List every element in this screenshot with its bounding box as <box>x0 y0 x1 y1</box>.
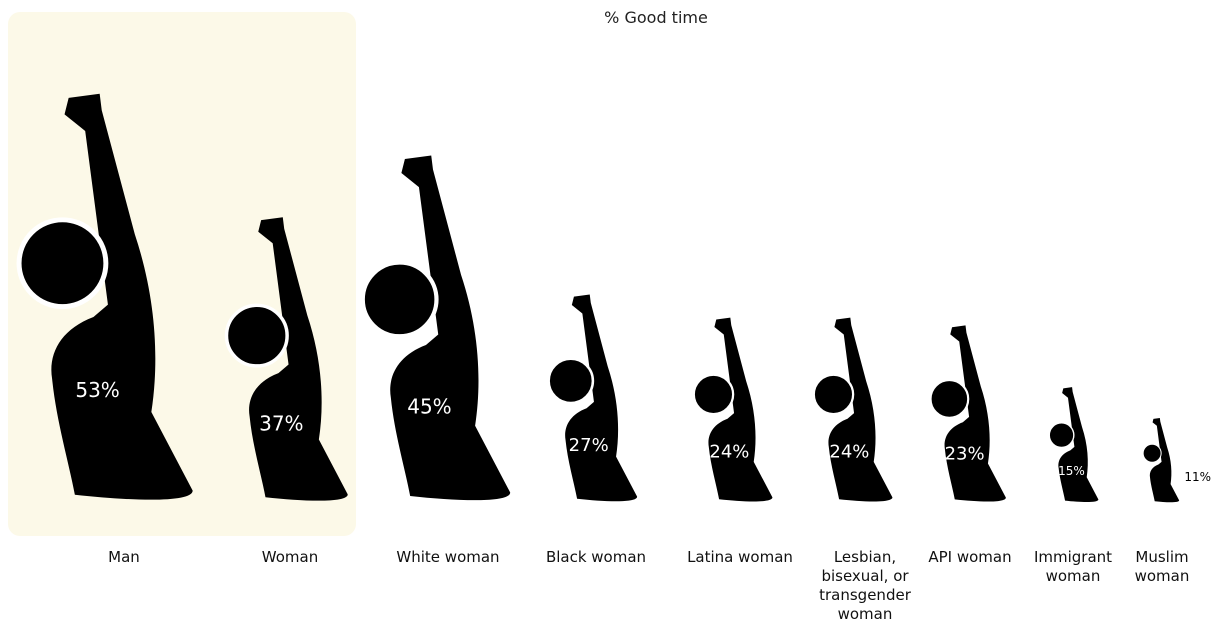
figure <box>1048 387 1099 503</box>
figure-head <box>1048 422 1075 449</box>
figure <box>1142 418 1180 503</box>
value-label: 23% <box>945 444 985 465</box>
category-label: API woman <box>928 548 1012 566</box>
category-label: Woman <box>261 548 319 566</box>
value-label: 11% <box>1184 470 1211 484</box>
figure-body <box>1058 387 1099 503</box>
category-label: Immigrant woman <box>1033 548 1113 585</box>
figure <box>812 317 893 502</box>
figure <box>224 217 348 501</box>
category-label: White woman <box>396 548 500 566</box>
figure-body <box>708 317 773 502</box>
figure <box>16 93 193 500</box>
figure-body <box>1149 418 1180 503</box>
figure <box>692 317 773 502</box>
figure-head <box>692 373 735 416</box>
figure <box>360 155 511 501</box>
category-label: Lesbian, bisexual, or transgender woman <box>819 548 911 623</box>
category-label: Black woman <box>545 548 647 566</box>
figure-head <box>1142 443 1162 463</box>
value-label: 45% <box>407 395 451 419</box>
figure-body <box>390 155 511 501</box>
value-label: 15% <box>1058 464 1085 478</box>
figure-head <box>16 217 109 310</box>
figure-head <box>929 379 970 419</box>
figure-body <box>51 93 193 500</box>
figure-body <box>249 217 348 501</box>
category-label: Muslim woman <box>1134 548 1190 585</box>
figure-body <box>944 325 1006 502</box>
category-label: Latina woman <box>687 548 793 566</box>
value-label: 53% <box>75 378 119 402</box>
figure-body <box>828 317 893 502</box>
value-label: 27% <box>569 435 609 456</box>
figure-head <box>547 357 595 405</box>
figure-head <box>812 373 855 416</box>
chart-title: % Good time <box>604 8 708 27</box>
figure-head <box>224 303 289 368</box>
value-label: 24% <box>829 441 869 462</box>
figure-body <box>565 294 638 502</box>
figure-head <box>360 260 439 339</box>
value-label: 24% <box>709 441 749 462</box>
figure <box>547 294 638 502</box>
figure <box>929 325 1006 502</box>
category-label: Man <box>108 548 140 566</box>
value-label: 37% <box>259 412 303 436</box>
